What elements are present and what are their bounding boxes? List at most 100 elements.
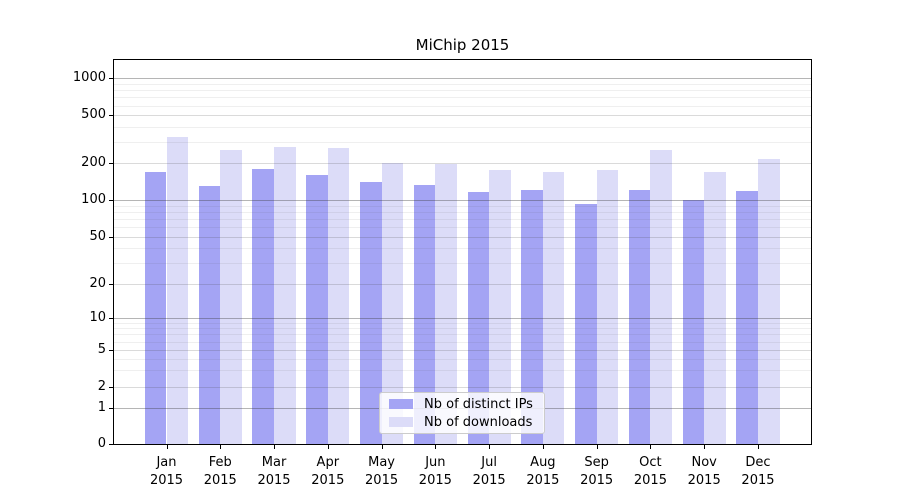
gridline-200 — [114, 163, 811, 165]
bar-downloads-aug — [542, 171, 565, 444]
x-tick-month: Apr — [316, 455, 340, 470]
bar-distinct-ips-oct — [628, 190, 651, 444]
x-tick-label-aug: Aug 2015 — [511, 454, 575, 490]
bar-downloads-mar — [274, 146, 296, 444]
legend: Nb of distinct IPs Nb of downloads — [379, 392, 545, 434]
bar-downloads-jun — [435, 163, 457, 444]
y-tick-mark-0 — [109, 444, 113, 445]
x-tick-label-jun: Jun 2015 — [403, 454, 467, 490]
bar-distinct-ips-feb — [198, 186, 221, 444]
x-tick-month: Sep — [584, 455, 609, 470]
x-tick-month: Aug — [530, 455, 556, 470]
x-tick-mark-jul — [489, 445, 491, 449]
x-tick-label-jul: Jul 2015 — [457, 454, 521, 490]
gridline-100 — [114, 200, 811, 202]
bar-downloads-nov — [704, 171, 726, 444]
x-tick-label-nov: Nov 2015 — [672, 454, 736, 490]
x-tick-label-jan: Jan 2015 — [135, 454, 199, 490]
legend-item-distinct-ips: Nb of distinct IPs — [380, 397, 544, 412]
x-tick-month: Jan — [156, 455, 177, 470]
x-tick-month: Nov — [691, 455, 717, 470]
gridline-minor-7 — [114, 334, 811, 336]
bar-downloads-jan — [166, 136, 189, 444]
gridline-minor-70 — [114, 218, 811, 220]
y-tick-label-50: 50 — [89, 228, 106, 244]
x-tick-mark-dec — [757, 445, 759, 449]
gridline-minor-400 — [114, 126, 811, 128]
x-tick-label-dec: Dec 2015 — [726, 454, 790, 490]
x-tick-year: 2015 — [149, 473, 184, 488]
x-tick-year: 2015 — [418, 473, 452, 488]
x-tick-label-feb: Feb 2015 — [188, 454, 252, 490]
gridline-minor-8 — [114, 328, 811, 330]
bar-distinct-ips-nov — [682, 199, 705, 444]
x-tick-year: 2015 — [311, 473, 345, 488]
x-tick-mark-oct — [650, 445, 652, 449]
gridline-minor-80 — [114, 211, 811, 213]
x-tick-mark-may — [381, 445, 383, 449]
gridline-minor-30 — [114, 262, 811, 264]
x-tick-mark-jun — [435, 445, 437, 449]
y-tick-label-10: 10 — [89, 310, 106, 325]
gridline-minor-90 — [114, 205, 811, 207]
bar-distinct-ips-jan — [144, 171, 167, 444]
y-tick-mark-2 — [109, 386, 113, 388]
x-tick-label-sep: Sep 2015 — [565, 454, 629, 490]
gridline-5 — [114, 350, 811, 351]
x-tick-year: 2015 — [526, 473, 560, 488]
y-tick-mark-100 — [109, 200, 113, 202]
gridline-minor-3 — [114, 370, 811, 372]
gridline-1000 — [114, 78, 811, 80]
gridline-minor-4 — [114, 358, 811, 360]
y-tick-mark-500 — [109, 115, 113, 117]
x-tick-month: Dec — [745, 455, 771, 470]
x-tick-year: 2015 — [365, 473, 399, 488]
gridline-minor-60 — [114, 226, 811, 228]
x-tick-label-oct: Oct 2015 — [618, 454, 682, 490]
y-tick-mark-10 — [109, 318, 113, 319]
gridline-500 — [114, 115, 811, 117]
legend-swatch-downloads — [389, 417, 413, 427]
x-tick-month: Oct — [639, 455, 662, 470]
y-tick-label-1000: 1000 — [72, 70, 106, 86]
legend-label-distinct-ips: Nb of distinct IPs — [424, 396, 533, 412]
y-tick-label-2: 2 — [97, 378, 106, 394]
bar-downloads-may — [381, 162, 404, 444]
gridline-minor-40 — [114, 248, 811, 250]
legend-swatch-distinct-ips — [389, 399, 413, 409]
x-tick-mark-apr — [327, 445, 329, 449]
gridline-minor-800 — [114, 90, 811, 92]
y-tick-label-100: 100 — [81, 192, 106, 208]
x-tick-label-apr: Apr 2015 — [296, 454, 360, 490]
y-tick-label-20: 20 — [89, 276, 106, 291]
gridline-2 — [114, 386, 811, 388]
bar-downloads-sep — [596, 169, 619, 444]
x-tick-year: 2015 — [633, 473, 667, 488]
y-tick-label-500: 500 — [81, 107, 106, 123]
x-tick-month: Feb — [208, 455, 232, 470]
gridline-minor-600 — [114, 105, 811, 107]
x-tick-mark-aug — [542, 445, 544, 449]
x-tick-mark-jan — [166, 445, 168, 449]
x-tick-label-mar: Mar 2015 — [242, 454, 306, 490]
y-tick-label-0: 0 — [97, 436, 106, 451]
gridline-minor-9 — [114, 322, 811, 324]
gridline-minor-6 — [114, 341, 811, 343]
x-tick-mark-nov — [704, 445, 706, 449]
y-tick-mark-20 — [109, 284, 113, 285]
x-tick-year: 2015 — [257, 473, 291, 488]
x-tick-mark-mar — [274, 445, 276, 449]
x-tick-month: Jul — [481, 455, 497, 470]
bar-distinct-ips-may — [359, 181, 382, 444]
bar-distinct-ips-apr — [306, 175, 328, 444]
x-tick-month: Jun — [425, 455, 446, 470]
x-tick-year: 2015 — [741, 473, 775, 488]
chart-title: MiChip 2015 — [415, 36, 510, 54]
x-tick-label-may: May 2015 — [350, 454, 414, 490]
bar-distinct-ips-mar — [252, 169, 275, 444]
y-tick-label-200: 200 — [81, 155, 106, 171]
gridline-minor-900 — [114, 83, 811, 85]
x-tick-mark-sep — [596, 445, 598, 449]
y-tick-mark-1000 — [109, 78, 113, 80]
